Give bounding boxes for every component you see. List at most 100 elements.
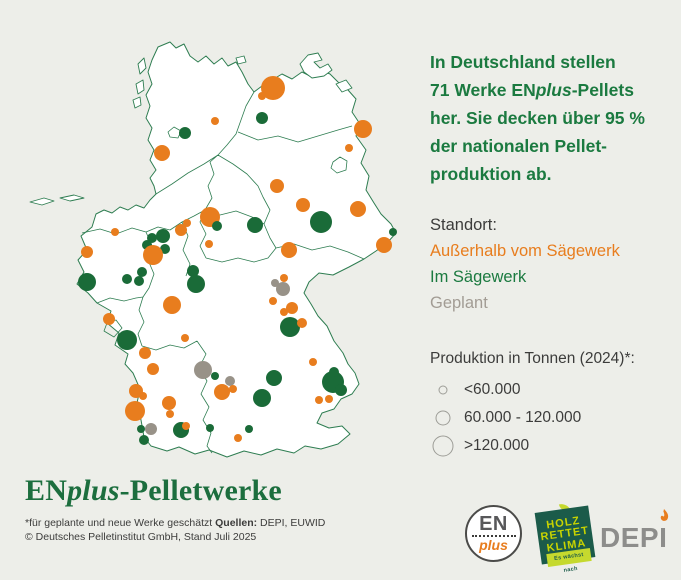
depi-logo-text: DEPI (600, 522, 668, 553)
plant-dot (117, 330, 137, 350)
size-circle-small-icon (438, 385, 448, 395)
plant-dot (325, 395, 333, 403)
plant-dot (296, 198, 310, 212)
plant-dot (147, 363, 159, 375)
plant-dot (211, 117, 219, 125)
plant-dot (245, 425, 253, 433)
plant-dot (280, 274, 288, 282)
enplus-logo-en-text: EN (479, 513, 508, 535)
plant-dot (315, 396, 323, 404)
plant-dot (253, 389, 271, 407)
island-shapes (29, 52, 353, 206)
plant-dot (258, 92, 266, 100)
plant-dot (335, 384, 347, 396)
plant-dot (179, 127, 191, 139)
enplus-logo: EN plus (465, 505, 522, 562)
plant-dot (156, 229, 170, 243)
plant-dot (81, 246, 93, 258)
plant-dot (354, 120, 372, 138)
size-circle-medium-icon (435, 410, 451, 426)
plant-dot (225, 376, 235, 386)
standort-legend: Standort: Außerhalb vom Sägewerk Im Säge… (430, 212, 672, 316)
plant-dot (280, 308, 288, 316)
legend-item-ausserhalb: Außerhalb vom Sägewerk (430, 242, 620, 260)
legend-item-im-saegewerk: Im Sägewerk (430, 268, 527, 286)
plant-dot (139, 435, 149, 445)
plant-dot (134, 276, 144, 286)
production-label: Produktion in Tonnen (2024)*: (430, 350, 635, 367)
plant-dot (143, 245, 163, 265)
plant-dot (205, 240, 213, 248)
plant-dot (329, 367, 339, 377)
plant-dot (286, 302, 298, 314)
plant-dot (247, 217, 263, 233)
side-panel: In Deutschland stellen 71 Werke ENplus-P… (430, 48, 672, 460)
plant-dot (78, 273, 96, 291)
plant-dot (125, 401, 145, 421)
plant-dot (145, 423, 157, 435)
depi-logo: DEPI (600, 509, 675, 560)
production-legend: Produktion in Tonnen (2024)*: <60.000 60… (430, 350, 672, 460)
plant-dot (122, 274, 132, 284)
footnote-line2: © Deutsches Pelletinstitut GmbH, Stand J… (25, 531, 257, 543)
intro-text: In Deutschland stellen 71 Werke ENplus-P… (430, 52, 645, 184)
plant-dot (276, 282, 290, 296)
plant-dot (139, 347, 151, 359)
germany-map (29, 41, 397, 458)
legend-item-geplant: Geplant (430, 294, 488, 312)
flame-icon (660, 509, 669, 521)
plant-dot (163, 296, 181, 314)
plant-dot (137, 425, 145, 433)
plant-dot (389, 228, 397, 236)
standort-label: Standort: (430, 216, 497, 234)
plant-dot (229, 385, 237, 393)
footnote: *für geplante und neue Werke geschätzt Q… (25, 516, 325, 544)
size-item-large: >120.000 (430, 432, 672, 460)
size-item-medium: 60.000 - 120.000 (430, 404, 672, 432)
plant-dot (206, 424, 214, 432)
plant-dot (137, 267, 147, 277)
plant-dot (281, 242, 297, 258)
plant-dot (212, 221, 222, 231)
plant-dot (160, 244, 170, 254)
plant-dot (269, 297, 277, 305)
plant-dot (310, 211, 332, 233)
plant-dot (187, 265, 199, 277)
plant-dot (271, 279, 279, 287)
plant-dot (147, 233, 157, 243)
plant-dot (187, 275, 205, 293)
plant-dot (234, 434, 242, 442)
plant-dot (345, 144, 353, 152)
plant-dot (280, 317, 300, 337)
plant-dot (166, 410, 174, 418)
plant-dot (103, 313, 115, 325)
size-circle-large-icon (432, 435, 454, 457)
footnote-line1: *für geplante und neue Werke geschätzt Q… (25, 517, 326, 529)
holz-rettet-klima-logo: HOLZ RETTET KLIMA Es wächst nach (534, 501, 596, 574)
size-item-small: <60.000 (430, 376, 672, 404)
germany-outline (76, 41, 397, 458)
plant-dot (297, 318, 307, 328)
plant-dot (309, 358, 317, 366)
plant-dot (183, 219, 191, 227)
plant-dot (261, 76, 285, 100)
plant-dot (139, 392, 147, 400)
page-title: ENplus-Pelletwerke (25, 474, 282, 507)
plant-dot (266, 370, 282, 386)
plant-dot (162, 396, 176, 410)
plant-dot (182, 422, 190, 430)
plant-dot (350, 201, 366, 217)
plant-dot (256, 112, 268, 124)
enplus-logo-plus-text: plus (479, 537, 508, 553)
plant-dot (214, 384, 230, 400)
plant-dot (181, 334, 189, 342)
plant-dot (376, 237, 392, 253)
plant-dot (175, 224, 187, 236)
enplus-logo-dotted-line (471, 535, 516, 537)
plant-dot (154, 145, 170, 161)
plant-dot (111, 228, 119, 236)
plant-dots-layer (78, 76, 397, 445)
plant-dot (194, 361, 212, 379)
plant-dot (270, 179, 284, 193)
